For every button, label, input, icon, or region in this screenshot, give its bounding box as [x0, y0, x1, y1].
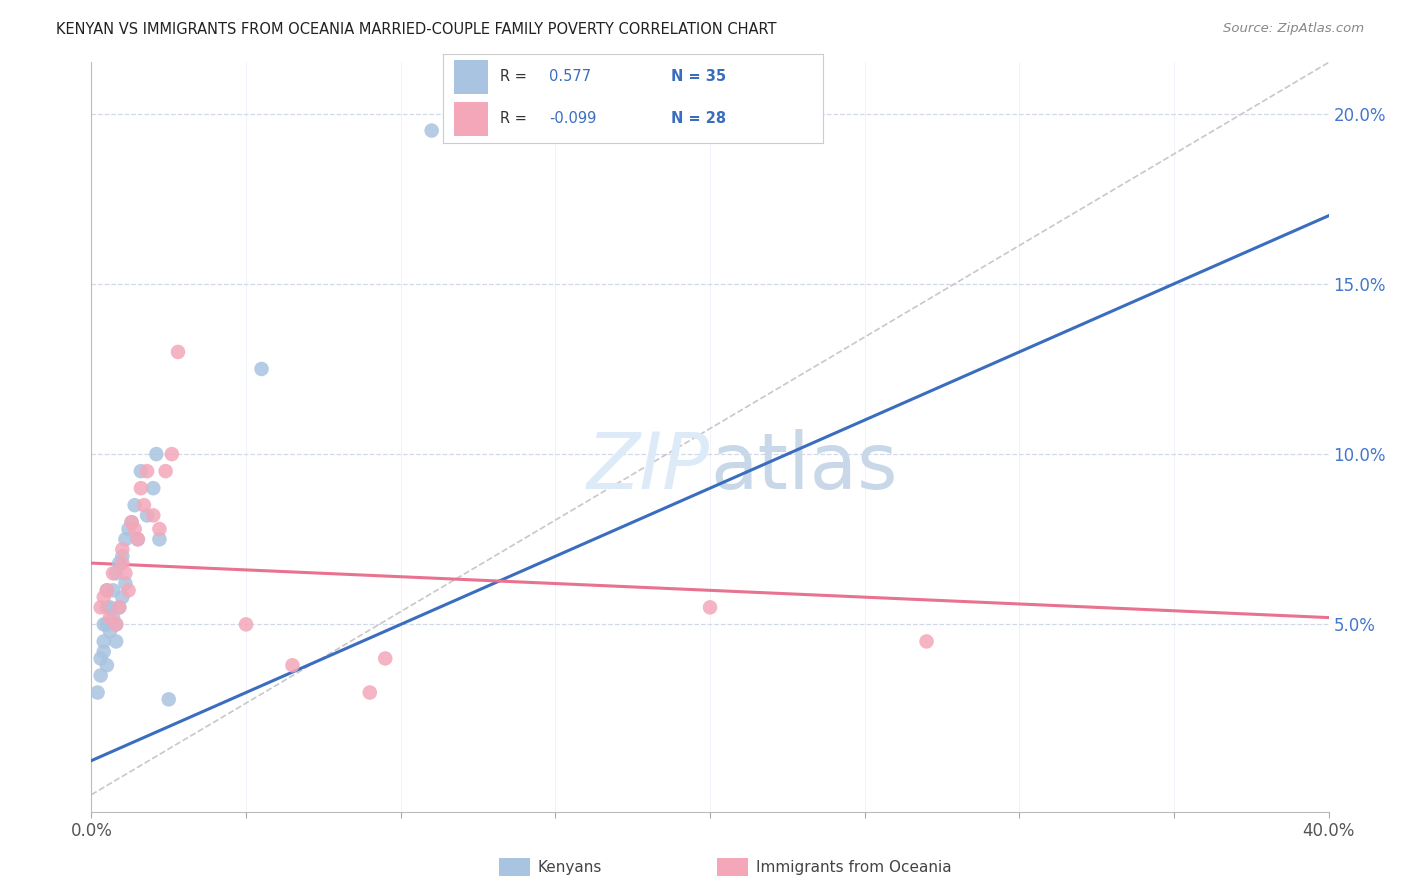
Point [105, 634, 128, 648]
Point [117, 583, 139, 598]
Point [90, 600, 112, 615]
Point [98, 610, 121, 624]
Point [96, 583, 118, 598]
Point [93, 645, 115, 659]
Point [111, 549, 134, 564]
Point [121, 515, 143, 529]
Point [699, 600, 721, 615]
Text: 0.577: 0.577 [550, 70, 592, 84]
Point [96, 658, 118, 673]
Text: Source: ZipAtlas.com: Source: ZipAtlas.com [1223, 22, 1364, 36]
Point [117, 522, 139, 536]
Point [101, 610, 124, 624]
Point [96, 600, 118, 615]
Point [136, 464, 159, 478]
Point [98, 624, 121, 639]
Point [129, 464, 152, 478]
Point [93, 590, 115, 604]
Point [93, 634, 115, 648]
Text: -0.099: -0.099 [550, 112, 596, 126]
Point [111, 556, 134, 570]
Point [142, 508, 165, 523]
Point [111, 542, 134, 557]
Text: N = 35: N = 35 [671, 70, 725, 84]
Point [155, 464, 177, 478]
Point [374, 651, 396, 665]
Point [105, 566, 128, 581]
Point [90, 651, 112, 665]
Bar [454, 60, 488, 94]
Point [108, 556, 131, 570]
Point [90, 668, 112, 682]
Point [114, 566, 136, 581]
Point [108, 600, 131, 615]
Point [142, 481, 165, 495]
Point [121, 515, 143, 529]
Point [127, 533, 149, 547]
Point [359, 685, 381, 699]
Point [235, 617, 257, 632]
Text: KENYAN VS IMMIGRANTS FROM OCEANIA MARRIED-COUPLE FAMILY POVERTY CORRELATION CHAR: KENYAN VS IMMIGRANTS FROM OCEANIA MARRIE… [56, 22, 776, 37]
Point [108, 600, 131, 615]
Text: atlas: atlas [710, 429, 897, 505]
Point [114, 576, 136, 591]
Point [101, 583, 124, 598]
Point [96, 583, 118, 598]
Point [111, 590, 134, 604]
Point [132, 498, 155, 512]
Point [96, 617, 118, 632]
Point [148, 522, 170, 536]
Point [250, 362, 273, 376]
Point [281, 658, 304, 673]
Point [105, 617, 128, 632]
Point [105, 617, 128, 632]
Point [148, 533, 170, 547]
Point [129, 481, 152, 495]
Text: Immigrants from Oceania: Immigrants from Oceania [756, 860, 952, 874]
Point [93, 617, 115, 632]
Text: N = 28: N = 28 [671, 112, 725, 126]
Point [160, 447, 183, 461]
Point [420, 123, 443, 137]
Point [101, 566, 124, 581]
Bar [454, 102, 488, 136]
Point [915, 634, 938, 648]
Text: ZIP: ZIP [588, 429, 710, 505]
Point [124, 522, 146, 536]
Point [98, 600, 121, 615]
Text: Kenyans: Kenyans [537, 860, 602, 874]
Point [86, 685, 108, 699]
Point [127, 533, 149, 547]
Point [167, 345, 190, 359]
Point [157, 692, 180, 706]
Point [124, 498, 146, 512]
Point [145, 447, 167, 461]
Point [136, 508, 159, 523]
Text: R =: R = [501, 112, 527, 126]
Text: R =: R = [501, 70, 527, 84]
Point [114, 533, 136, 547]
